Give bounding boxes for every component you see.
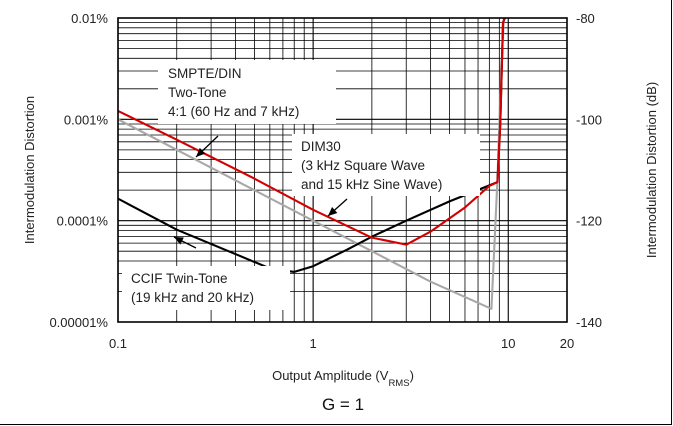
annotation-box-dim30: [292, 134, 480, 196]
x-tick-label: 20: [560, 336, 574, 351]
x-tick-label: 10: [501, 336, 515, 351]
annotation-line: DIM30: [301, 139, 341, 154]
annotation-line: (19 kHz and 20 kHz): [131, 290, 254, 305]
x-axis-label-suffix: ): [410, 368, 414, 383]
annotation-box-ccif: [122, 266, 290, 310]
y-axis-label-right: Intermodulation Distortion (dB): [644, 82, 659, 258]
y-right-tick-label: -80: [576, 11, 595, 26]
x-axis-label: Output Amplitude (VRMS): [272, 368, 414, 389]
y-right-tick-label: -120: [576, 214, 602, 229]
annotation-line: Two-Tone: [168, 85, 227, 100]
tick-layer: 0.1 1 10 20 0.01% 0.001% 0.0001% 0.00001% -80 -10…: [49, 11, 602, 351]
x-tick-label: 0.1: [109, 336, 127, 351]
y-left-tick-label: 0.00001%: [49, 315, 108, 330]
x-tick-label: 1: [310, 336, 317, 351]
y-left-tick-label: 0.0001%: [57, 214, 109, 229]
annotation-arrowhead-dim30: [328, 207, 338, 216]
annotation-line: 4:1 (60 Hz and 7 kHz): [168, 104, 299, 119]
y-axis-label-left: Intermodulation Distortion: [22, 96, 37, 244]
chart-caption: G = 1: [322, 395, 364, 414]
series-layer: [117, 17, 506, 310]
annotation-line: SMPTE/DIN: [168, 66, 242, 81]
annotation-text-smpte: SMPTE/DIN Two-Tone 4:1 (60 Hz and 7 kHz): [168, 66, 299, 119]
annotation-line: CCIF Twin-Tone: [131, 271, 228, 286]
y-right-tick-label: -140: [576, 315, 602, 330]
annotation-text-dim30: DIM30 (3 kHz Square Wave and 15 kHz Sine W…: [301, 139, 442, 192]
annotation-box-smpte: [158, 60, 336, 124]
x-axis-label-main: Output Amplitude (V: [272, 368, 389, 383]
annotation-arrowhead-ccif: [174, 237, 184, 245]
y-left-tick-label: 0.001%: [64, 112, 109, 127]
annotation-line: (3 kHz Square Wave: [301, 158, 425, 173]
annotation-layer: SMPTE/DIN Two-Tone 4:1 (60 Hz and 7 kHz) DI…: [122, 60, 480, 310]
annotation-arrowhead-smpte: [196, 147, 206, 157]
x-axis-label-subscript: RMS: [388, 378, 409, 389]
y-left-tick-label: 0.01%: [71, 11, 108, 26]
plot-border: [117, 17, 568, 323]
annotation-line: and 15 kHz Sine Wave): [301, 177, 442, 192]
annotation-text-ccif: CCIF Twin-Tone (19 kHz and 20 kHz): [131, 271, 254, 305]
y-right-tick-label: -100: [576, 112, 602, 127]
series-line-smpte: [117, 17, 506, 246]
